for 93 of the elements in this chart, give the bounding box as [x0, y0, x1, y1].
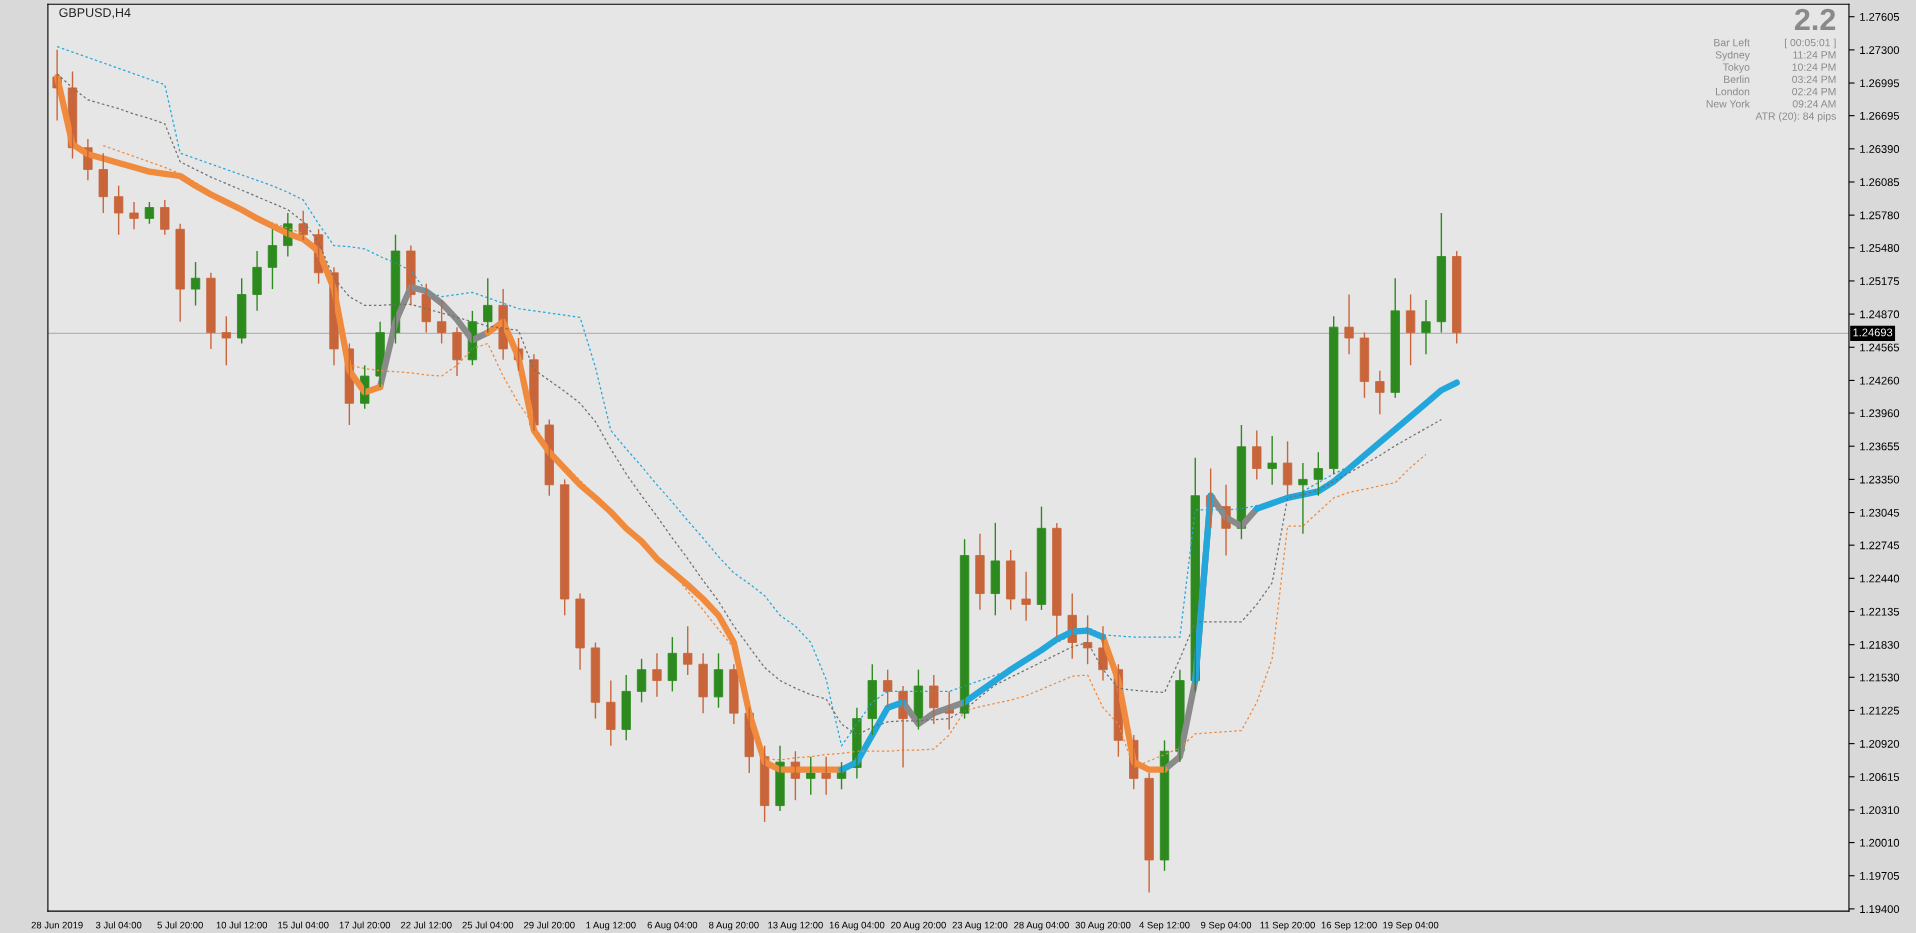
annotation: [ 00:05:01 ]	[1784, 38, 1836, 49]
annotation: 11:24 PM	[1793, 51, 1836, 59]
x-tick-label: 25 Jul 04:00	[462, 921, 514, 929]
y-tick-label: 1.23350	[1860, 475, 1900, 484]
y-tick-label: 1.22745	[1860, 541, 1900, 550]
candlestick	[1021, 571, 1031, 622]
y-tick-label: 1.23960	[1860, 409, 1900, 418]
candlestick	[483, 277, 493, 334]
y-tick-label: 1.20615	[1860, 773, 1900, 781]
candlestick	[160, 199, 170, 236]
y-tick-label: 1.20010	[1860, 838, 1900, 847]
y-tick-label: 1.26390	[1860, 145, 1900, 153]
candlestick	[98, 152, 108, 214]
x-tick-label: 16 Aug 04:00	[829, 921, 885, 931]
x-tick-label: 10 Jul 12:00	[216, 921, 268, 929]
candlestick	[883, 668, 893, 709]
x-tick-label: 28 Aug 04:00	[1014, 921, 1069, 931]
ref-line-label: 1.24693	[1853, 328, 1893, 337]
y-tick-label: 1.21530	[1860, 673, 1900, 682]
x-tick-label: 16 Sep 12:00	[1321, 921, 1377, 931]
candlestick	[867, 663, 877, 736]
candlestick	[1329, 315, 1339, 475]
x-tick-label: 28 Jun 2019	[31, 921, 83, 929]
x-tick-label: 22 Jul 12:00	[401, 921, 452, 929]
y-tick-label: 1.19705	[1860, 872, 1900, 880]
y-tick-label: 1.19400	[1860, 905, 1900, 914]
candlestick	[298, 210, 308, 241]
x-tick-label: 20 Aug 20:00	[891, 921, 946, 931]
annotation: 03:24 PM	[1792, 75, 1836, 84]
x-tick-label: 19 Sep 04:00	[1383, 921, 1439, 931]
x-tick-label: 29 Jul 20:00	[524, 921, 575, 929]
annotation: London	[1715, 87, 1750, 96]
candlestick	[129, 201, 139, 230]
x-tick-label: 9 Sep 04:00	[1201, 921, 1252, 931]
annotation: 09:24 AM	[1792, 100, 1836, 108]
candlestick	[806, 755, 816, 796]
annotation: Tokyo	[1722, 63, 1750, 73]
candlestick	[237, 277, 247, 345]
y-tick-label: 1.24260	[1860, 376, 1900, 385]
y-tick-label: 1.23655	[1860, 442, 1900, 451]
y-tick-label: 1.25175	[1860, 277, 1900, 286]
x-tick-label: 5 Jul 20:00	[157, 921, 203, 929]
y-tick-label: 1.21225	[1860, 706, 1900, 715]
candlestick	[1252, 429, 1262, 481]
annotation: 2.2	[1794, 8, 1836, 30]
x-tick-label: 8 Aug 20:00	[709, 921, 759, 931]
candlestick	[1006, 549, 1016, 611]
candlestick	[560, 478, 570, 617]
annotation: Sydney	[1715, 50, 1750, 61]
x-tick-label: 11 Sep 20:00	[1260, 921, 1315, 931]
candlestick	[1452, 250, 1462, 345]
x-tick-label: 3 Jul 04:00	[95, 921, 142, 929]
y-tick-label: 1.23045	[1860, 508, 1900, 517]
x-tick-label: 4 Sep 12:00	[1139, 921, 1190, 931]
candlestick	[114, 185, 124, 236]
candlestick	[621, 674, 631, 742]
annotation: New York	[1706, 99, 1750, 108]
annotation: ATR (20): 84 pips	[1755, 112, 1836, 122]
y-tick-label: 1.22440	[1860, 574, 1900, 583]
candlestick	[1436, 212, 1447, 334]
candlestick	[683, 625, 693, 676]
y-tick-label: 1.24565	[1860, 343, 1900, 352]
x-tick-label: 17 Jul 20:00	[339, 921, 391, 929]
annotation: 10:24 PM	[1792, 63, 1836, 71]
y-tick-label: 1.25780	[1860, 211, 1900, 220]
chart-title: GBPUSD,H4	[59, 8, 131, 19]
x-tick-label: 23 Aug 12:00	[952, 921, 1008, 931]
annotation: 02:24 PM	[1792, 87, 1836, 96]
candlestick	[221, 315, 231, 366]
x-tick-label: 30 Aug 20:00	[1075, 921, 1131, 931]
annotation: Bar Left	[1714, 38, 1750, 47]
annotation: Berlin	[1724, 75, 1750, 84]
y-tick-label: 1.26995	[1860, 79, 1900, 88]
y-tick-label: 1.20920	[1860, 739, 1900, 748]
y-tick-label: 1.27300	[1860, 46, 1900, 54]
y-tick-label: 1.27605	[1860, 12, 1900, 21]
candlestick	[436, 299, 447, 345]
x-tick-label: 1 Aug 12:00	[586, 921, 636, 931]
y-tick-label: 1.24870	[1860, 310, 1900, 319]
x-tick-label: 13 Aug 12:00	[768, 921, 823, 931]
y-tick-label: 1.26085	[1860, 178, 1900, 187]
y-tick-label: 1.21830	[1860, 640, 1900, 649]
candlestick	[1313, 451, 1323, 497]
y-tick-label: 1.22135	[1860, 607, 1900, 616]
x-tick-label: 6 Aug 04:00	[647, 921, 698, 931]
y-tick-label: 1.25480	[1860, 244, 1900, 252]
x-tick-label: 15 Jul 04:00	[278, 921, 329, 929]
candlestick	[1267, 435, 1277, 486]
candlestick	[667, 636, 677, 693]
y-tick-label: 1.26695	[1860, 111, 1900, 120]
y-tick-label: 1.20310	[1860, 806, 1900, 815]
candlestick	[990, 522, 1000, 617]
candlestick	[1390, 277, 1400, 399]
